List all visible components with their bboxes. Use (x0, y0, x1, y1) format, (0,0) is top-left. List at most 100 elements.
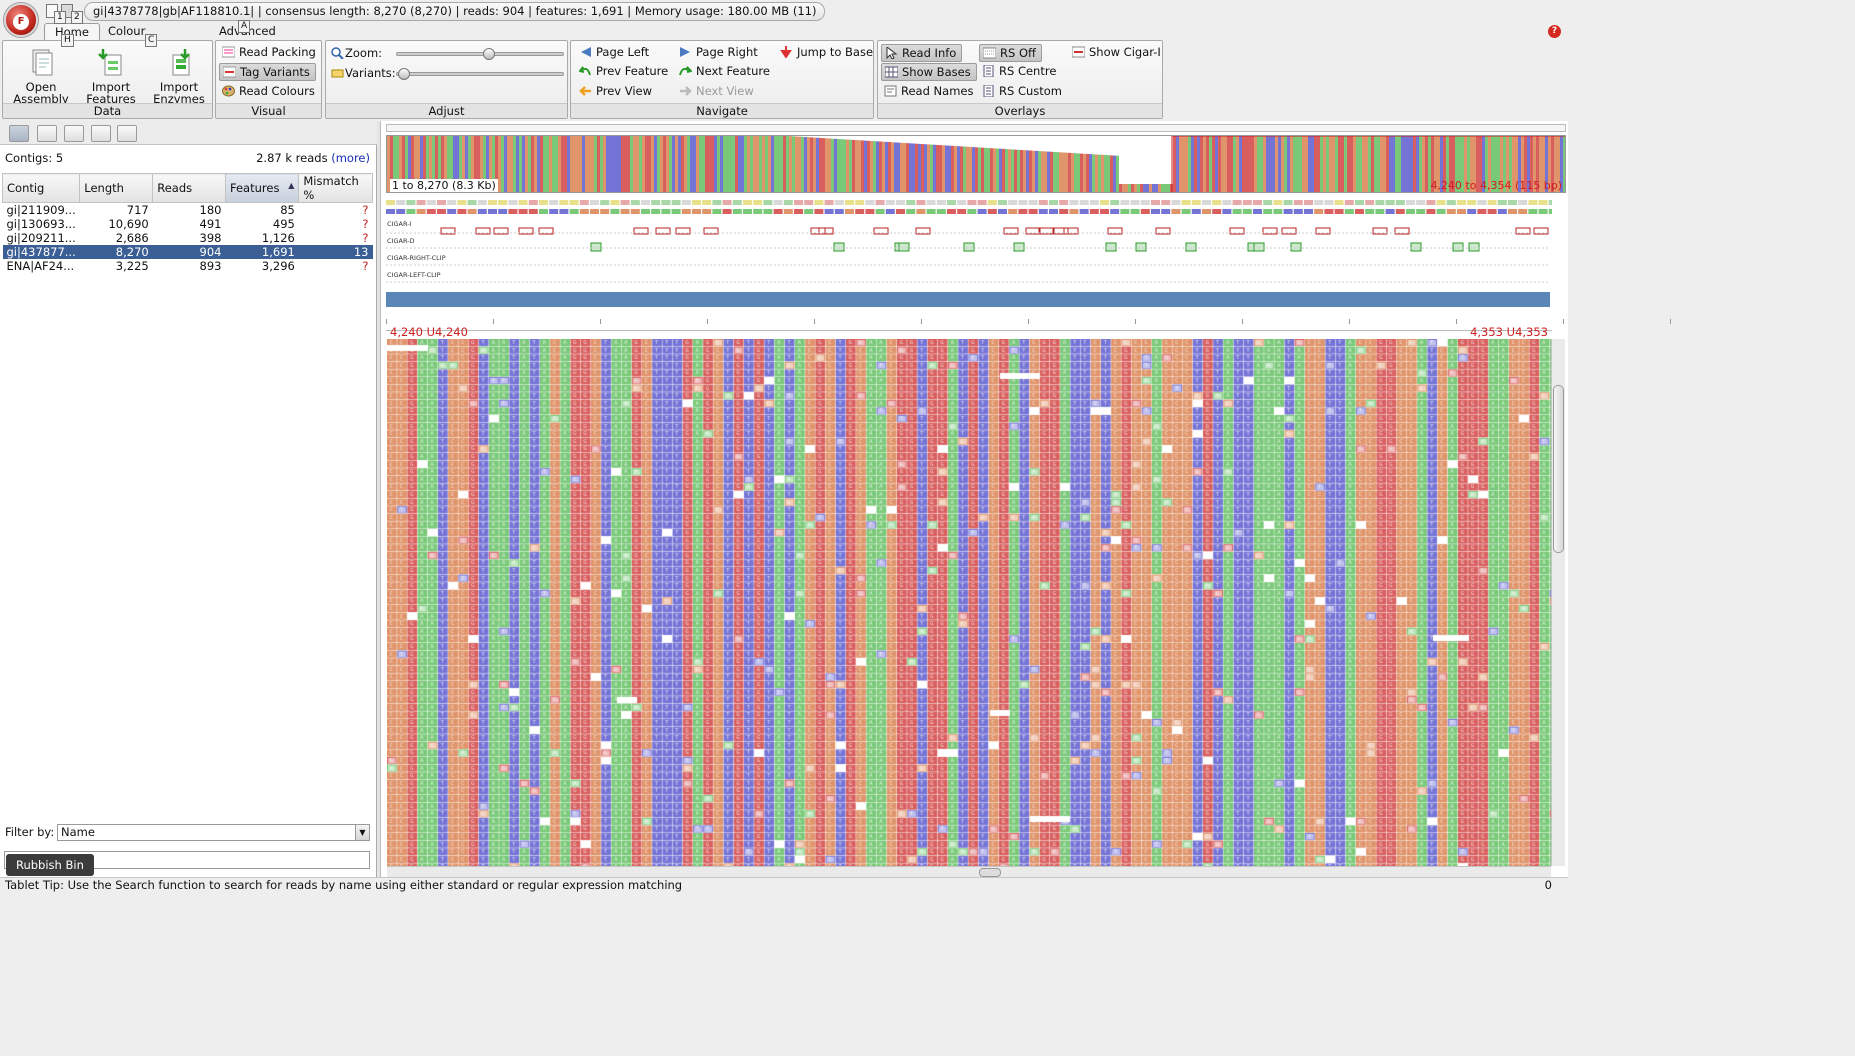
coverage-bar (1002, 148, 1005, 192)
help-icon[interactable]: ? (1548, 25, 1561, 38)
coverage-bar (972, 147, 975, 192)
coverage-bar (450, 136, 453, 192)
table-row[interactable]: gi|437877... 8,270 904 1,691 13 (2, 245, 373, 259)
column-reads[interactable]: Reads (152, 173, 226, 203)
protein-track-cell (1467, 200, 1477, 205)
cigar-i-feature (538, 227, 554, 235)
cigar-d-feature (1253, 242, 1265, 252)
coverage-bar (540, 136, 543, 192)
filter-input[interactable] (4, 851, 370, 869)
protein-track-cell (1477, 200, 1487, 205)
colours-tab-icon[interactable] (91, 125, 111, 142)
coverage-bar (693, 136, 696, 192)
group-navigate: Page Left Page Right Jump to Base Prev F… (570, 40, 874, 119)
protein-track-cell (1110, 200, 1120, 205)
variants-slider[interactable] (396, 68, 564, 80)
reads-canvas[interactable] (387, 339, 1551, 866)
split-pane-divider[interactable] (377, 121, 381, 877)
coverage-bar (1563, 136, 1565, 192)
protein-track-cell (834, 200, 844, 205)
page-right-label: Page Right (696, 45, 758, 59)
vertical-scrollbar[interactable] (1551, 339, 1565, 866)
prev-feature-button[interactable]: Prev Feature (576, 63, 673, 81)
open-assembly-button[interactable]: Open Assembly (8, 45, 74, 105)
consensus-base (1283, 209, 1293, 214)
cell-mismatch: ? (362, 203, 369, 217)
page-left-button[interactable]: Page Left (576, 44, 654, 62)
coverage-bar (1506, 136, 1509, 192)
protein-track-cell (406, 200, 416, 205)
coverage-bar (981, 147, 984, 192)
search-tab-icon[interactable] (117, 125, 137, 142)
horizontal-scroll-thumb[interactable] (979, 868, 1001, 877)
zoom-slider-knob[interactable] (483, 48, 495, 60)
coverage-band (386, 292, 1550, 307)
import-features-button[interactable]: Import Features (78, 45, 144, 105)
horizontal-scrollbar[interactable] (387, 866, 1551, 877)
coverage-bar (1224, 136, 1227, 192)
overview-canvas[interactable]: 1 to 8,270 (8.3 Kb) 4,240 to 4,354 (115 … (386, 135, 1566, 193)
prev-view-button[interactable]: Prev View (576, 83, 657, 101)
features-tab-icon[interactable] (37, 125, 57, 142)
table-row[interactable]: ENA|AF24... 3,225 893 3,296? (3, 259, 373, 273)
jump-to-base-button[interactable]: Jump to Base (777, 44, 878, 62)
protein-track-cell (712, 200, 722, 205)
column-length[interactable]: Length (79, 173, 154, 203)
rs-custom-button[interactable]: RS Custom (979, 83, 1067, 101)
next-feature-button[interactable]: Next Feature (676, 63, 775, 81)
read-names-button[interactable]: Read Names (881, 83, 978, 101)
consensus-base (426, 209, 436, 214)
contigs-tab-icon[interactable] (9, 125, 29, 142)
protein-track-cell (875, 200, 885, 205)
consensus-base (1120, 209, 1130, 214)
coverage-bar (1551, 136, 1554, 192)
protein-track-cell (763, 200, 773, 205)
coverage-bar (720, 136, 723, 192)
protein-track-cell (1089, 200, 1099, 205)
read-packing-button[interactable]: Read Packing (219, 44, 321, 62)
tag-variants-button[interactable]: Tag Variants (219, 63, 316, 81)
column-contig[interactable]: Contig (1, 173, 81, 203)
consensus-base (1191, 209, 1201, 214)
bookmarks-tab-icon[interactable] (64, 125, 84, 142)
show-cigar-button[interactable]: Show Cigar-I (1069, 44, 1166, 62)
coverage-bar (1053, 151, 1056, 192)
coverage-bar (849, 139, 852, 192)
protein-track-cell (732, 200, 742, 205)
show-bases-button[interactable]: Show Bases (881, 63, 977, 81)
zoom-slider[interactable] (396, 48, 564, 60)
read-colours-button[interactable]: Read Colours (219, 83, 320, 101)
chevron-down-icon[interactable]: ▼ (355, 825, 369, 840)
coverage-bar (804, 137, 807, 192)
rs-centre-button[interactable]: RS Centre (979, 63, 1061, 81)
table-row[interactable]: gi|130693... 10,690 491 495? (3, 217, 373, 231)
coverage-bar (918, 143, 921, 192)
scale-tick (600, 319, 601, 324)
cell-features: 85 (280, 203, 295, 217)
rs-off-button[interactable]: RS Off (979, 44, 1042, 62)
filter-select[interactable]: Name ▼ (57, 824, 370, 841)
coverage-bar (1317, 136, 1320, 192)
protein-track-cell (783, 200, 793, 205)
consensus-base (508, 209, 518, 214)
vertical-scroll-thumb[interactable] (1553, 385, 1564, 553)
coverage-bar (1152, 184, 1155, 192)
protein-track-cell (559, 200, 569, 205)
table-row[interactable]: gi|211909... 717 180 85? (3, 203, 373, 217)
column-mismatch[interactable]: Mismatch % (298, 173, 373, 203)
cigar-d-feature (1410, 242, 1422, 252)
column-features[interactable]: Features ▲ (224, 173, 300, 203)
protein-track-cell (977, 200, 987, 205)
read-info-button[interactable]: Read Info (881, 44, 963, 62)
coverage-bar (954, 146, 957, 192)
variants-slider-knob[interactable] (398, 68, 410, 80)
application-menu-button[interactable]: F (4, 3, 38, 37)
sort-ascending-icon: ▲ (288, 181, 295, 190)
next-view-button[interactable]: Next View (676, 83, 759, 101)
page-right-button[interactable]: Page Right (676, 44, 763, 62)
tab-colour-schemes[interactable]: Colour Schemes (108, 24, 160, 55)
more-link[interactable]: (more) (331, 151, 370, 165)
table-row[interactable]: gi|209211... 2,686 398 1,126? (3, 231, 373, 245)
consensus-base (630, 209, 640, 214)
import-enzymes-button[interactable]: Import Enzymes (146, 45, 212, 105)
